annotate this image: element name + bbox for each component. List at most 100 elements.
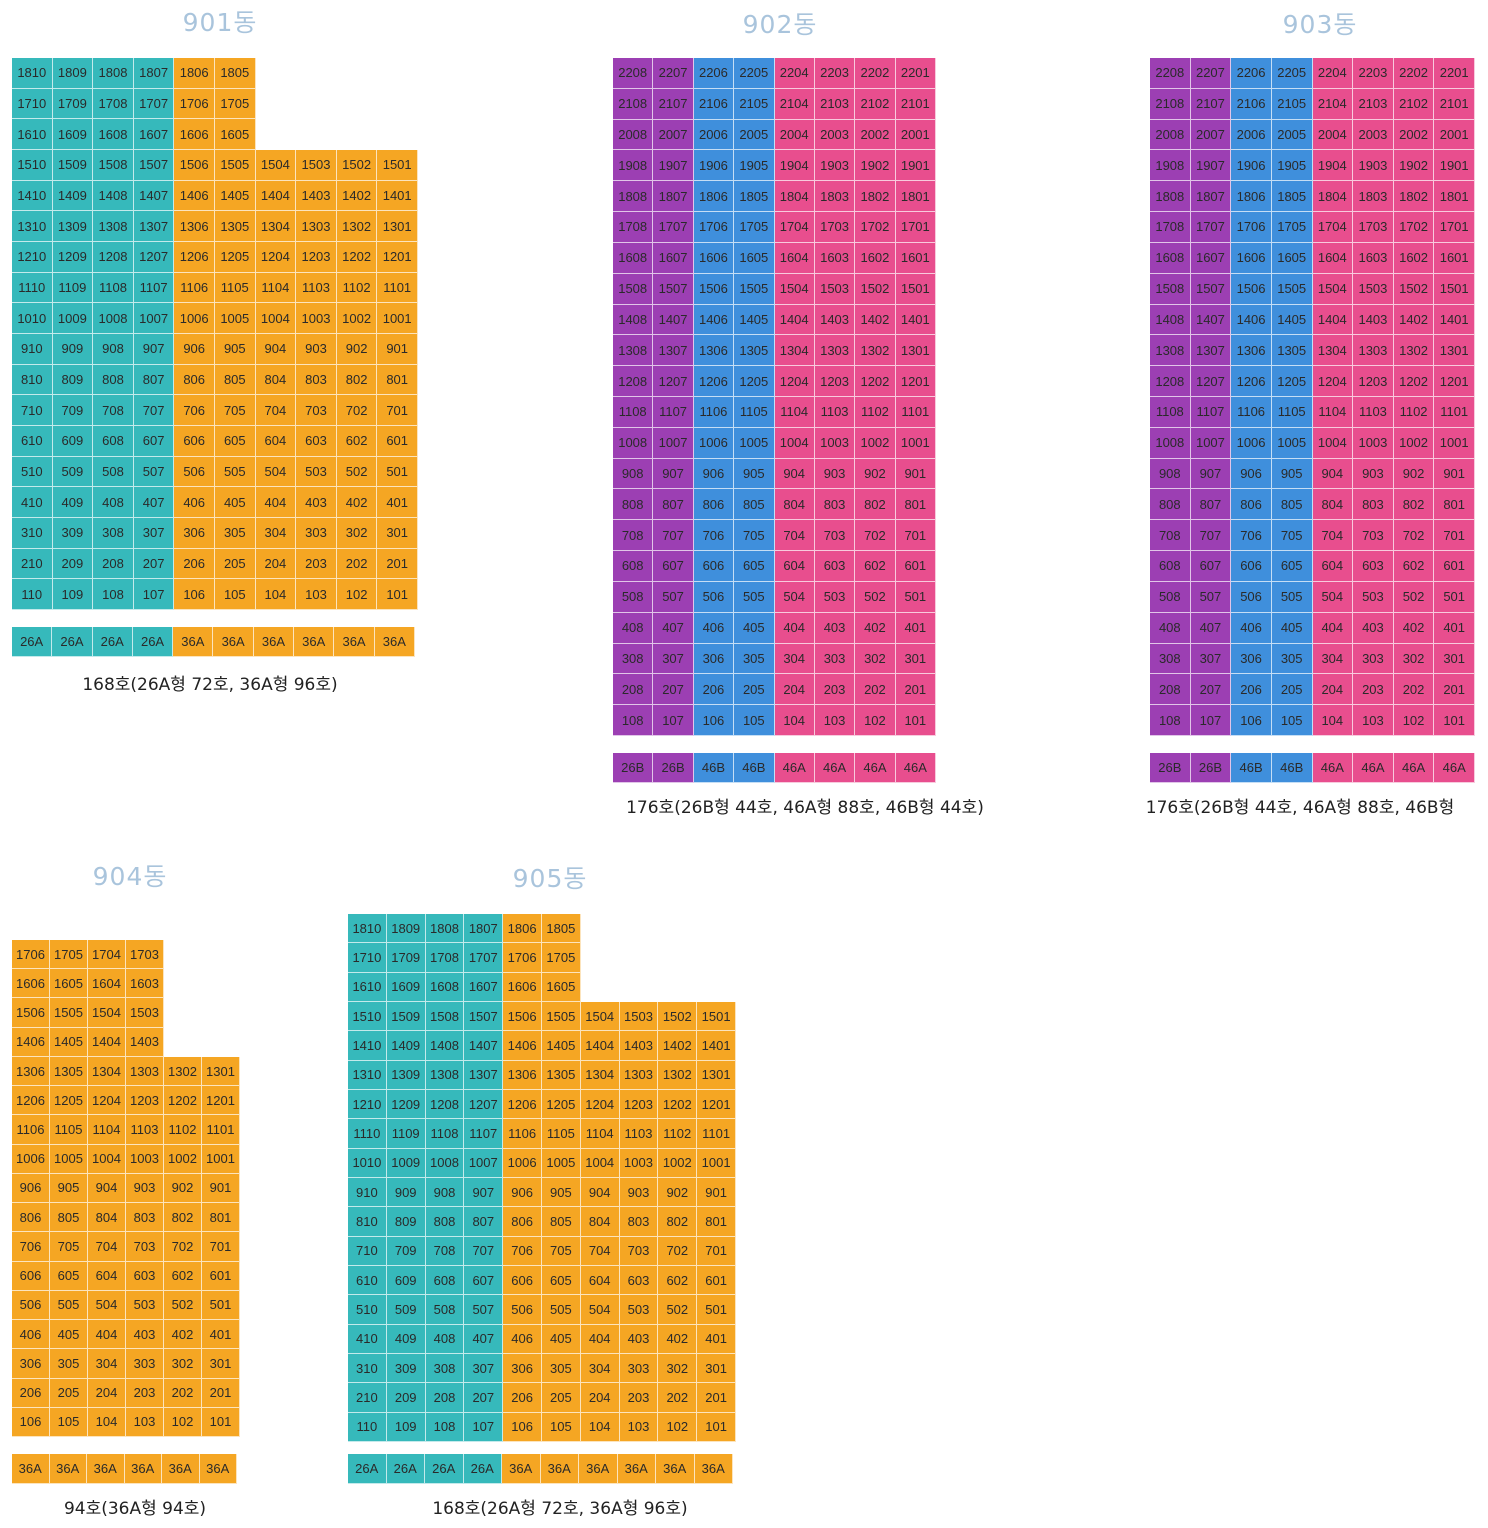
unit-cell: 508 — [425, 1295, 465, 1325]
unit-type-row: 36A 36A 36A 36A 36A 36A — [12, 1454, 237, 1484]
unit-cell: 1002 — [336, 303, 378, 334]
unit-cell: 404 — [774, 612, 815, 644]
unit-cell: 1509 — [52, 149, 94, 181]
unit-cell: 1106 — [693, 397, 735, 428]
unit-cell: 507 — [133, 456, 175, 488]
unit-cell: 905 — [50, 1173, 88, 1204]
unit-cell: 1406 — [12, 1027, 50, 1057]
unit-cell: 302 — [1393, 643, 1435, 675]
unit-cell: 1001 — [697, 1148, 736, 1178]
unit-cell: 1903 — [814, 150, 856, 182]
unit-cell: 1606 — [174, 119, 215, 150]
unit-cell: 2204 — [774, 58, 815, 89]
unit-cell: 306 — [503, 1354, 542, 1384]
unit-cell: 101 — [377, 579, 418, 610]
unit-cell: 405 — [734, 612, 775, 644]
unit-cell: 1809 — [52, 58, 94, 89]
unit-cell: 702 — [1393, 520, 1435, 552]
unit-cell: 903 — [619, 1178, 659, 1208]
building-title: 903동 — [1282, 10, 1358, 39]
unit-cell: 602 — [658, 1266, 698, 1296]
unit-cell: 204 — [774, 674, 815, 706]
unit-cell: 808 — [425, 1207, 465, 1237]
unit-cell: 705 — [734, 520, 775, 552]
unit-cell: 907 — [133, 333, 175, 365]
unit-cell: 603 — [126, 1261, 164, 1291]
unit-cell: 1206 — [174, 241, 215, 273]
unit-cell: 1902 — [855, 150, 896, 182]
unit-cell: 1402 — [855, 304, 896, 336]
unit-cell: 508 — [613, 581, 654, 613]
unit-type-cell: 46A — [1312, 753, 1354, 783]
unit-cell: 407 — [653, 612, 694, 644]
unit-cell: 404 — [580, 1324, 620, 1354]
unit-cell: 1705 — [734, 212, 775, 243]
unit-grid: 2208 2207 2206 2205 2204 2203 2202 2201 2108 2107… — [613, 58, 936, 736]
unit-cell: 703 — [1353, 520, 1394, 552]
unit-cell: 1301 — [377, 211, 418, 242]
unit-cell: 1101 — [697, 1119, 736, 1149]
unit-cell: 706 — [693, 520, 735, 552]
unit-cell: 406 — [693, 612, 735, 644]
unit-cell: 1606 — [503, 972, 542, 1002]
unit-cell: 1202 — [855, 366, 896, 397]
unit-cell: 1306 — [12, 1056, 50, 1087]
unit-type-cell: 26A — [132, 627, 174, 657]
unit-cell: 808 — [1150, 489, 1191, 521]
unit-cell: 1306 — [174, 211, 215, 242]
unit-cell: 905 — [1271, 458, 1313, 490]
unit-cell: 1808 — [613, 181, 654, 213]
unit-cell: 206 — [503, 1383, 542, 1413]
unit-cell: 302 — [658, 1354, 698, 1384]
unit-cell: 1102 — [855, 397, 896, 428]
unit-cell: 902 — [1393, 458, 1435, 490]
unit-cell: 1706 — [503, 943, 542, 973]
unit-cell: 1107 — [1190, 397, 1232, 428]
unit-cell: 1607 — [653, 242, 694, 274]
unit-cell: 1405 — [541, 1031, 581, 1061]
unit-cell: 107 — [1190, 705, 1232, 736]
unit-cell: 501 — [697, 1295, 736, 1325]
unit-cell: 2102 — [855, 88, 896, 120]
unit-cell: 505 — [214, 456, 256, 488]
unit-cell: 605 — [1271, 551, 1313, 582]
unit-cell: 1503 — [296, 149, 337, 181]
unit-grid: 1706 1705 1704 1703 1606 1605 1604 1603 1506 1505… — [12, 940, 240, 1437]
unit-cell: 1601 — [895, 242, 936, 274]
unit-type-cell: 36A — [540, 1454, 579, 1484]
unit-cell: 305 — [734, 643, 775, 675]
unit-cell: 806 — [503, 1207, 542, 1237]
empty-slot — [202, 1028, 240, 1057]
unit-cell: 1103 — [1353, 397, 1394, 428]
unit-cell: 1810 — [348, 914, 387, 944]
unit-cell: 107 — [464, 1412, 504, 1442]
unit-cell: 805 — [50, 1203, 88, 1233]
unit-cell: 910 — [348, 1178, 387, 1208]
unit-cell: 604 — [255, 425, 297, 457]
unit-cell: 1303 — [296, 211, 337, 242]
unit-cell: 307 — [133, 517, 175, 549]
unit-cell: 102 — [1393, 705, 1435, 736]
unit-cell: 1605 — [1271, 242, 1313, 274]
unit-cell: 2102 — [1393, 88, 1435, 120]
unit-cell: 1309 — [386, 1060, 426, 1090]
unit-cell: 1705 — [50, 940, 88, 970]
unit-cell: 708 — [93, 395, 134, 426]
unit-cell: 1508 — [1150, 273, 1191, 305]
unit-cell: 302 — [336, 517, 378, 549]
unit-cell: 1406 — [1231, 304, 1272, 336]
unit-cell: 1408 — [613, 304, 654, 336]
unit-cell: 503 — [814, 581, 856, 613]
unit-cell: 306 — [174, 517, 215, 549]
unit-cell: 701 — [202, 1232, 240, 1262]
empty-slot — [164, 940, 202, 969]
unit-cell: 1503 — [619, 1002, 659, 1032]
unit-cell: 2206 — [693, 58, 735, 89]
unit-cell: 1010 — [12, 303, 53, 334]
unit-cell: 405 — [214, 487, 256, 518]
unit-cell: 1505 — [50, 998, 88, 1028]
unit-cell: 1906 — [1231, 150, 1272, 182]
unit-cell: 1608 — [93, 119, 134, 150]
empty-slot — [697, 973, 736, 1002]
unit-type-cell: 36A — [253, 627, 295, 657]
